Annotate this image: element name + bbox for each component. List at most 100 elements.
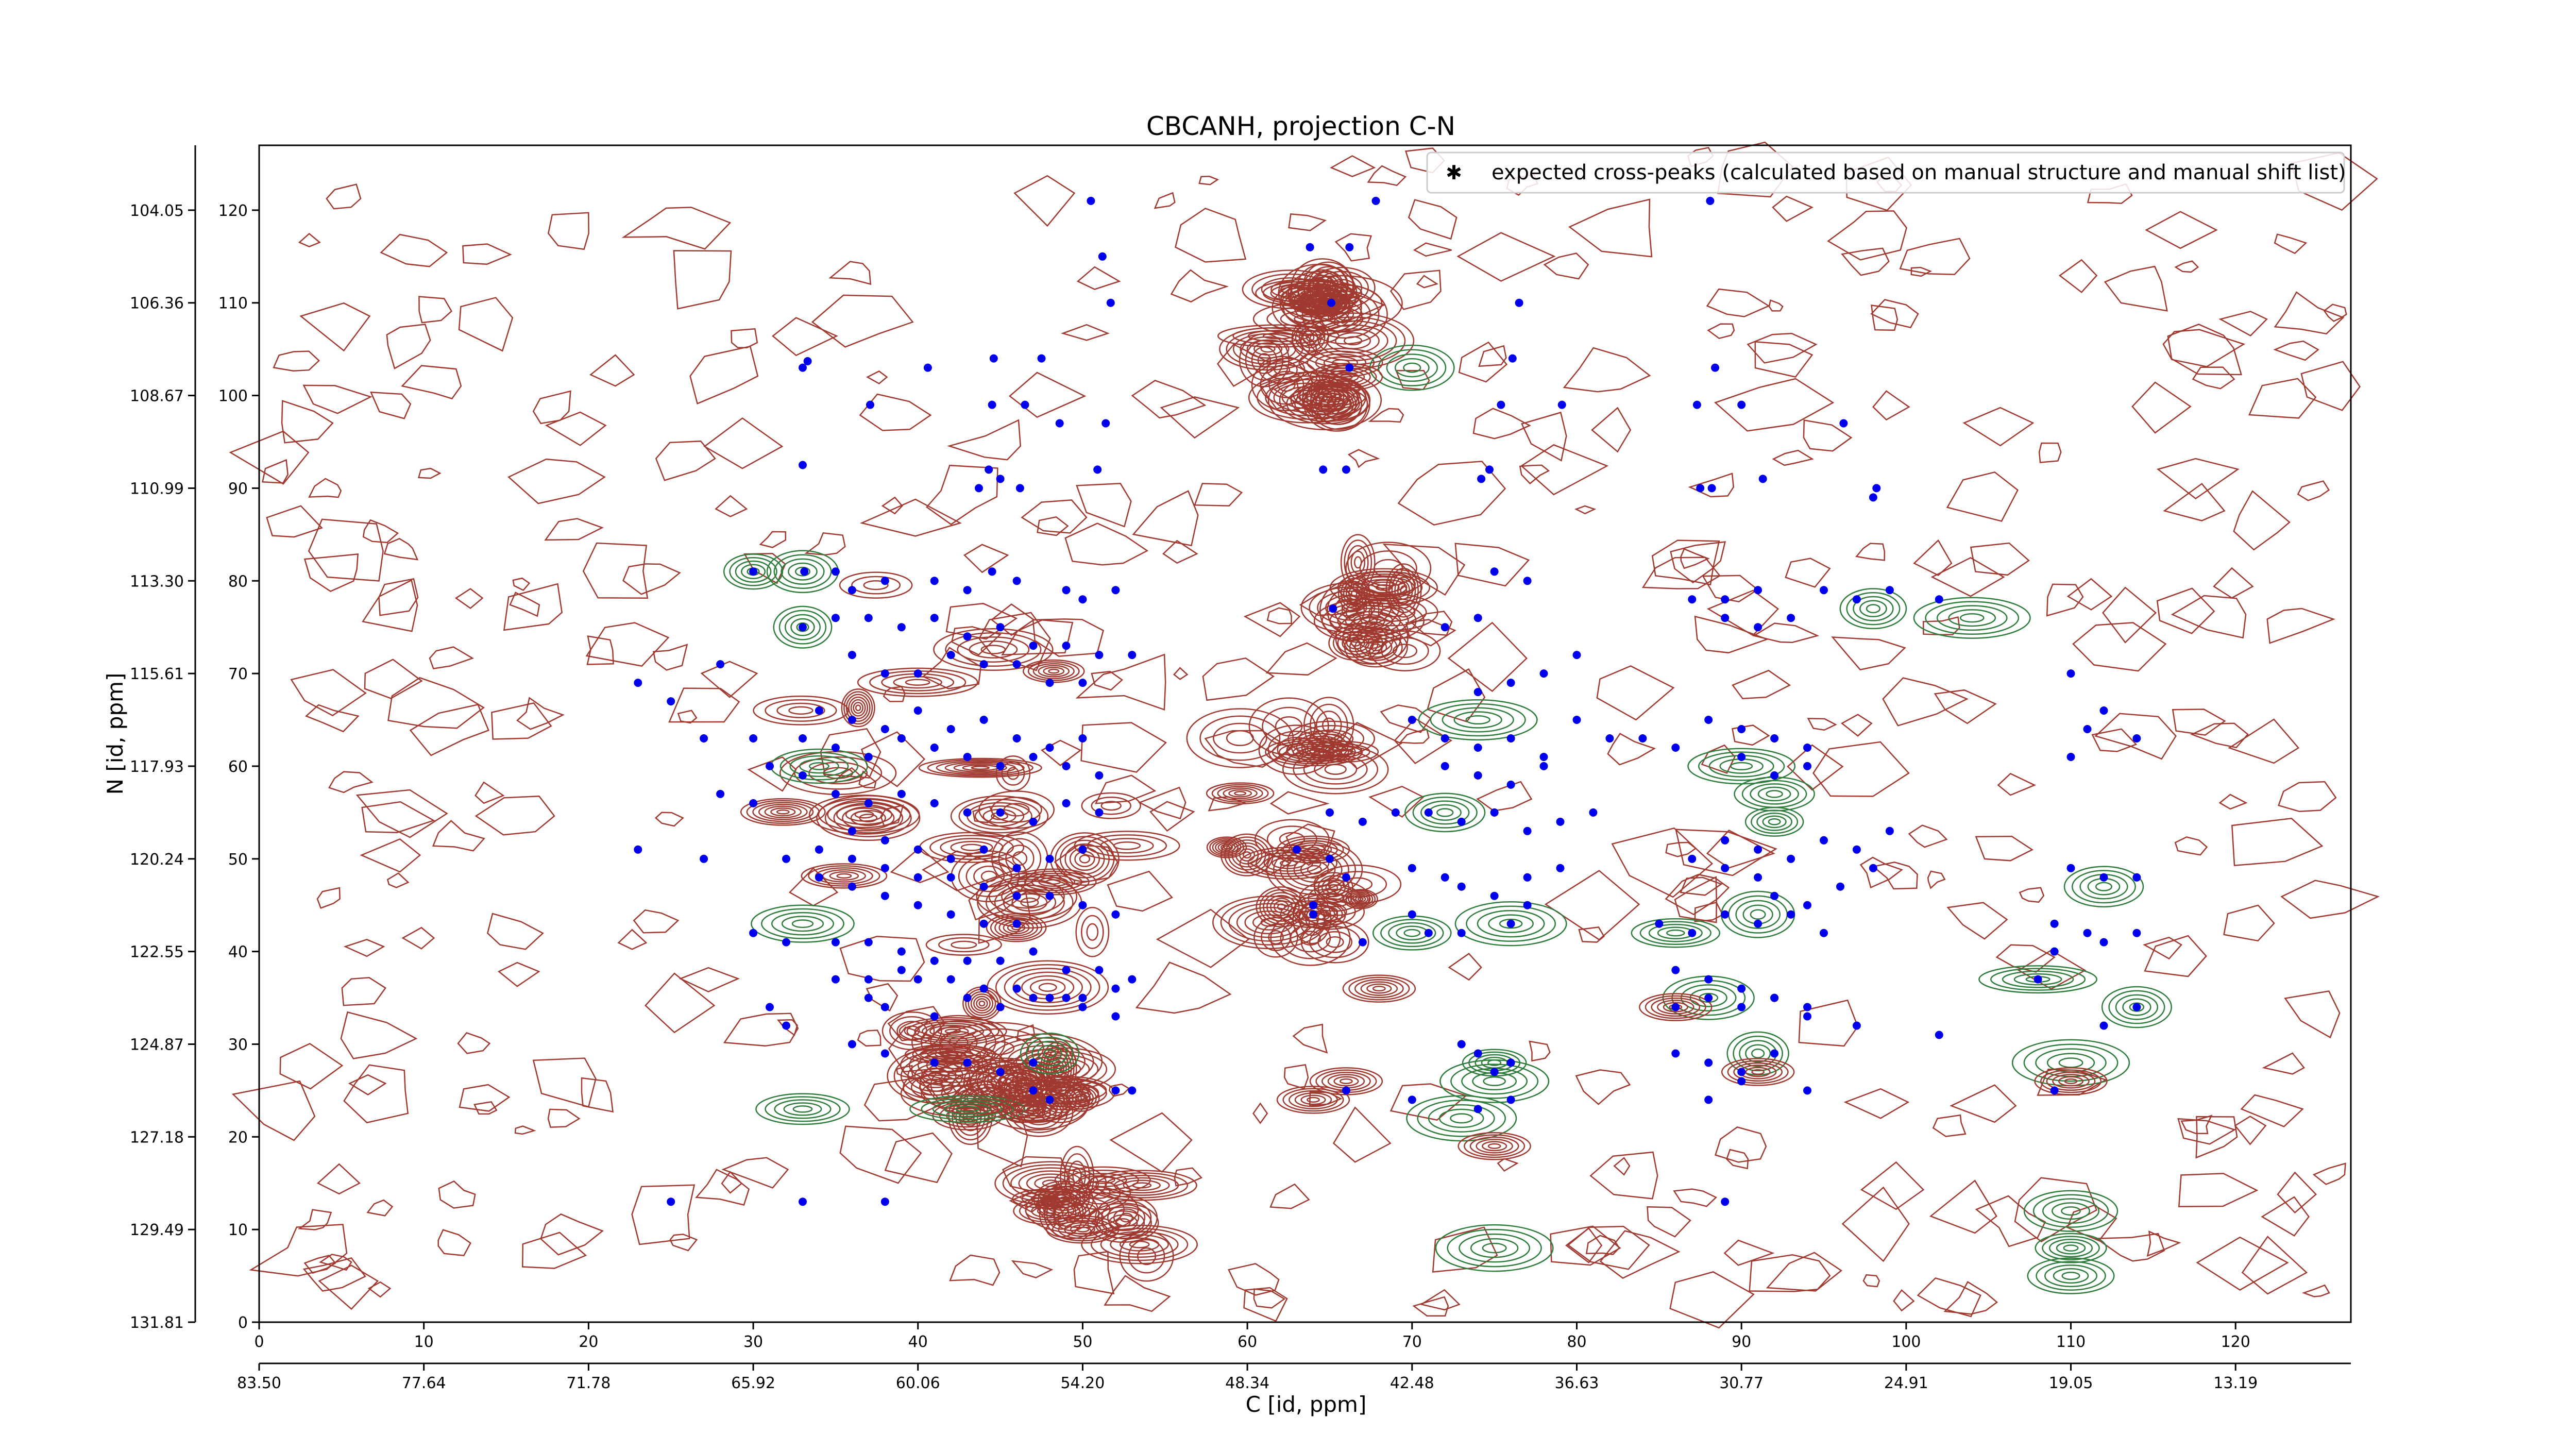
peak-contour bbox=[2034, 1067, 2108, 1095]
peak-contour bbox=[1050, 1056, 1067, 1081]
expected-cross-peak bbox=[2132, 734, 2141, 743]
noise-contour bbox=[1862, 1274, 1880, 1288]
noise-contour bbox=[2163, 483, 2226, 521]
expected-cross-peak bbox=[1758, 475, 1767, 483]
peak-contour bbox=[1745, 1044, 1771, 1063]
expected-cross-peak bbox=[1523, 873, 1532, 882]
y-tick-label: 122.55 bbox=[130, 943, 184, 961]
peak-contour bbox=[1360, 981, 1398, 996]
noise-contour bbox=[1243, 1287, 1288, 1322]
peak-contour bbox=[752, 802, 814, 822]
noise-contour bbox=[1162, 539, 1198, 564]
y-tick-label: 40 bbox=[228, 943, 248, 961]
peak-contour bbox=[1031, 1203, 1069, 1219]
expected-cross-peak bbox=[880, 669, 889, 678]
peak-contour bbox=[1756, 812, 1792, 831]
noise-contour bbox=[1596, 665, 1675, 721]
peak-contour bbox=[1303, 697, 1354, 754]
x-tick-label: 30 bbox=[743, 1333, 763, 1351]
expected-cross-peak bbox=[1078, 595, 1087, 604]
noise-contour bbox=[1766, 1252, 1843, 1292]
noise-contour bbox=[715, 495, 748, 517]
peak-contour bbox=[904, 1025, 920, 1036]
expected-cross-peak bbox=[1754, 623, 1762, 632]
peak-contour bbox=[1721, 1058, 1795, 1086]
noise-contour bbox=[454, 588, 484, 609]
expected-cross-peak bbox=[1440, 873, 1449, 882]
peak-contour bbox=[1349, 630, 1403, 665]
expected-cross-peak bbox=[2132, 873, 2141, 882]
peak-contour bbox=[789, 755, 849, 777]
x-tick-label: 24.91 bbox=[1884, 1374, 1928, 1392]
noise-contour bbox=[1265, 642, 1337, 676]
peak-contour bbox=[1418, 699, 1538, 741]
noise-contour bbox=[1448, 953, 1482, 981]
noise-contour bbox=[1288, 213, 1327, 231]
expected-cross-peak bbox=[800, 567, 809, 576]
peak-contour bbox=[1321, 717, 1336, 733]
expected-cross-peak bbox=[766, 762, 774, 770]
noise-contour bbox=[1458, 341, 1508, 383]
noise-contour bbox=[858, 770, 877, 789]
expected-cross-peak bbox=[1852, 595, 1861, 604]
peak-contour bbox=[1866, 604, 1880, 614]
expected-cross-peak bbox=[1515, 298, 1523, 307]
peak-contour bbox=[1306, 738, 1338, 756]
noise-contour bbox=[1160, 396, 1240, 439]
noise-contour bbox=[547, 212, 589, 250]
peak-contour bbox=[2040, 1069, 2102, 1093]
peak-contour bbox=[790, 618, 815, 636]
x-ppm-axis: 83.50 77.64 71.78 65.92 60.06 54.20 48.34 42.48… bbox=[237, 1362, 2351, 1392]
noise-contour bbox=[811, 294, 914, 348]
noise-contour bbox=[1454, 543, 1530, 587]
peak-contour bbox=[1329, 604, 1409, 637]
noise-contour bbox=[1702, 575, 1759, 603]
peak-contour bbox=[1199, 715, 1281, 761]
expected-cross-peak bbox=[1087, 196, 1095, 205]
peak-contour bbox=[1012, 851, 1028, 866]
peak-contour bbox=[1076, 1226, 1090, 1233]
x-tick-label: 36.63 bbox=[1555, 1374, 1599, 1392]
peak-contour bbox=[1223, 787, 1258, 799]
peak-contour bbox=[1340, 1078, 1353, 1084]
noise-contour bbox=[2174, 260, 2199, 273]
peak-contour bbox=[1394, 576, 1413, 604]
peak-contour bbox=[985, 880, 1074, 924]
peak-contour bbox=[794, 566, 811, 577]
noise-contour bbox=[340, 1011, 418, 1059]
noise-contour bbox=[1613, 1157, 1631, 1176]
peak-contour bbox=[1453, 711, 1502, 729]
expected-cross-peak bbox=[1836, 882, 1844, 891]
peak-contour bbox=[808, 762, 868, 785]
peak-contour bbox=[1385, 563, 1422, 618]
peak-contour bbox=[2063, 1244, 2079, 1252]
peak-contour bbox=[1458, 1132, 1531, 1160]
peak-contour bbox=[1046, 1215, 1120, 1244]
noise-contour bbox=[429, 646, 474, 669]
peak-contour bbox=[1378, 349, 1447, 386]
peak-contour bbox=[2042, 1236, 2100, 1260]
peak-contour bbox=[2049, 1238, 2093, 1258]
noise-contour bbox=[1585, 1235, 1620, 1255]
peak-contour bbox=[1296, 733, 1349, 762]
x-tick-label: 60 bbox=[1238, 1333, 1257, 1351]
peak-contour bbox=[1079, 1180, 1121, 1205]
expected-cross-peak bbox=[1029, 1058, 1038, 1067]
y-tick-label: 127.18 bbox=[130, 1128, 184, 1146]
peak-contour bbox=[1735, 900, 1781, 929]
noise-contour bbox=[1934, 689, 1997, 724]
peak-contour bbox=[1291, 730, 1354, 764]
noise-contour bbox=[947, 419, 1021, 461]
peak-contour bbox=[1086, 923, 1099, 941]
peak-contour bbox=[1186, 708, 1294, 768]
peak-contour bbox=[1403, 929, 1421, 937]
peak-contour bbox=[784, 614, 821, 640]
noise-contour bbox=[2038, 442, 2062, 463]
noise-contour bbox=[1675, 829, 1777, 876]
expected-cross-peak bbox=[2083, 725, 2092, 733]
noise-contour bbox=[1382, 543, 1466, 596]
y-tick-label: 30 bbox=[228, 1036, 248, 1054]
noise-contour bbox=[1154, 192, 1176, 209]
expected-cross-peak bbox=[1803, 1003, 1811, 1011]
expected-cross-peak bbox=[1345, 363, 1354, 372]
